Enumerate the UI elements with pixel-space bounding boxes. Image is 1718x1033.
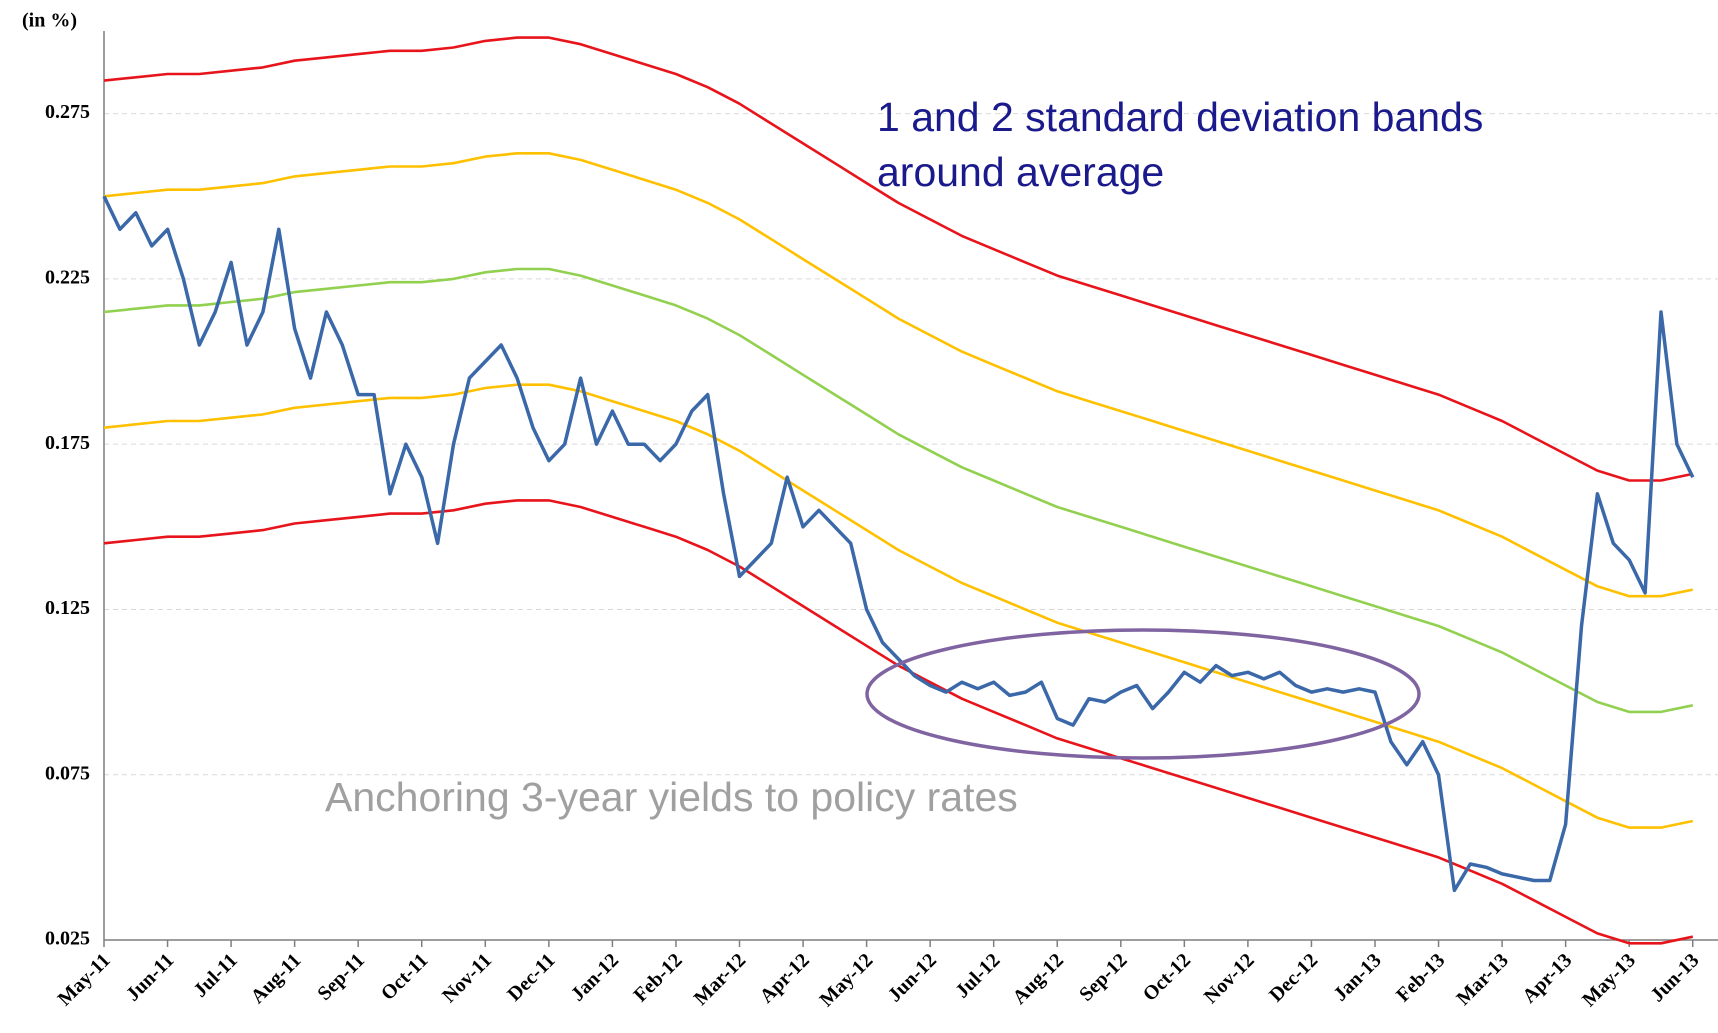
x-tick-label: Jan-13 bbox=[1329, 949, 1385, 1005]
x-tick-label: Dec-11 bbox=[503, 949, 559, 1005]
x-tick-label: Jul-11 bbox=[189, 949, 242, 1002]
x-tick-label: Apr-13 bbox=[1518, 949, 1576, 1007]
x-tick-label: Oct-11 bbox=[377, 949, 433, 1005]
annotation: around average bbox=[877, 149, 1164, 195]
x-tick-label: Jul-12 bbox=[951, 949, 1004, 1002]
yield-line bbox=[102, 195, 1695, 893]
annotation: Anchoring 3-year yields to policy rates bbox=[325, 774, 1018, 820]
band-line bbox=[103, 267, 1694, 714]
x-tick-label: Oct-12 bbox=[1139, 949, 1195, 1005]
x-tick-label: Feb-12 bbox=[630, 949, 687, 1006]
annotation: 1 and 2 standard deviation bands bbox=[877, 94, 1483, 140]
y-tick-label: 0.075 bbox=[45, 762, 90, 784]
x-tick-label: Sep-12 bbox=[1075, 949, 1131, 1005]
y-tick-label: 0.125 bbox=[45, 597, 90, 619]
x-tick-label: Jun-12 bbox=[884, 949, 941, 1006]
band-line bbox=[103, 36, 1694, 482]
x-tick-label: Dec-12 bbox=[1265, 949, 1322, 1006]
band-line bbox=[103, 383, 1694, 829]
x-tick-label: Feb-13 bbox=[1392, 949, 1449, 1006]
x-tick-label: Apr-12 bbox=[756, 949, 814, 1007]
x-tick-label: May-11 bbox=[54, 949, 115, 1010]
x-tick-label: Nov-12 bbox=[1200, 949, 1259, 1008]
y-tick-label: 0.275 bbox=[45, 101, 90, 123]
x-tick-label: Jun-13 bbox=[1646, 949, 1703, 1006]
y-tick-label: 0.025 bbox=[45, 928, 90, 950]
y-axis-label: (in %) bbox=[22, 10, 77, 32]
x-tick-label: May-13 bbox=[1578, 949, 1640, 1011]
x-tick-label: Jan-12 bbox=[567, 949, 623, 1005]
x-tick-label: Mar-12 bbox=[690, 949, 751, 1010]
x-tick-label: May-12 bbox=[815, 949, 877, 1011]
x-tick-label: Aug-11 bbox=[247, 949, 306, 1008]
y-tick-label: 0.225 bbox=[45, 267, 90, 289]
x-tick-label: Mar-13 bbox=[1452, 949, 1513, 1010]
x-tick-label: Aug-12 bbox=[1008, 949, 1068, 1009]
band-line bbox=[103, 152, 1694, 598]
highlight-ellipse bbox=[865, 628, 1421, 760]
x-tick-label: Jun-11 bbox=[122, 949, 178, 1005]
x-tick-label: Sep-11 bbox=[313, 949, 369, 1005]
y-tick-label: 0.175 bbox=[45, 432, 90, 454]
x-tick-label: Nov-11 bbox=[438, 949, 496, 1007]
